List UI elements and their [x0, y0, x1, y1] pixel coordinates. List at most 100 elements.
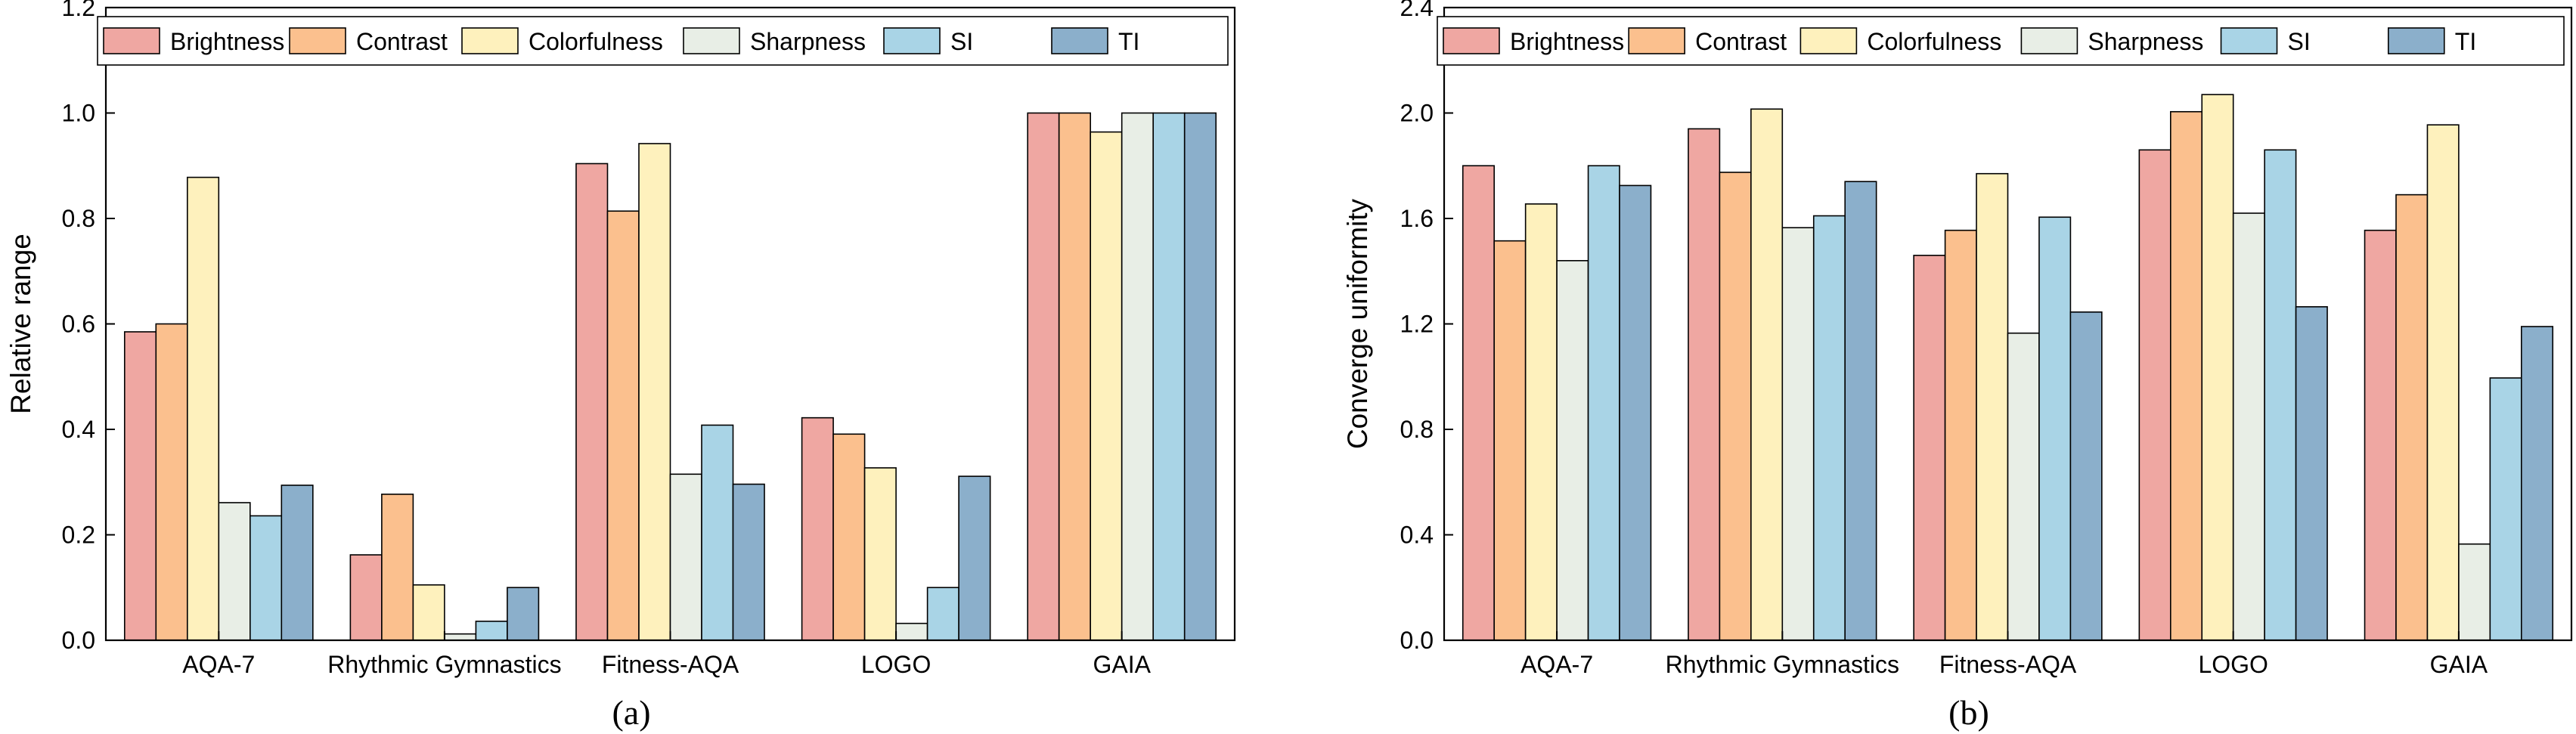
y-tick-label: 2.4 [1400, 0, 1434, 21]
y-tick-label: 1.2 [1400, 311, 1434, 338]
bar-si-4 [2489, 377, 2522, 641]
x-tick-label: LOGO [2198, 651, 2268, 678]
bar-contrast-0 [1493, 240, 1527, 641]
bar-contrast-4 [1058, 112, 1091, 641]
bar-brightness-4 [2364, 229, 2397, 641]
bar-sharpness-4 [2458, 543, 2491, 641]
legend: Brightness Contrast Colorfulness Sharpness S… [97, 16, 1229, 66]
y-tick-label: 0.4 [62, 416, 95, 443]
bar-colorfulness-3 [863, 467, 897, 641]
bar-sharpness-4 [1121, 112, 1155, 641]
bar-si-0 [1587, 165, 1620, 641]
bar-sharpness-3 [895, 622, 928, 641]
legend-swatch-colorfulness [461, 27, 519, 54]
legend-label-contrast: Contrast [356, 28, 448, 55]
x-tick-label: AQA-7 [1520, 651, 1593, 678]
x-tick-label: AQA-7 [182, 651, 255, 678]
bar-si-2 [701, 424, 734, 641]
legend-swatch-ti [1051, 27, 1108, 54]
legend-label-si: SI [2288, 28, 2311, 55]
bar-ti-0 [1619, 184, 1652, 641]
x-tick-label: Rhythmic Gymnastics [1666, 651, 1899, 678]
y-tick-label: 1.2 [62, 0, 95, 21]
legend-swatch-brightness [1443, 27, 1500, 54]
bar-colorfulness-1 [1750, 108, 1784, 641]
bar-brightness-4 [1027, 112, 1060, 641]
bar-ti-2 [732, 483, 765, 641]
legend-swatch-si [2220, 27, 2278, 54]
bar-sharpness-2 [2007, 332, 2040, 641]
bar-ti-0 [281, 485, 314, 641]
bar-colorfulness-2 [1976, 172, 2009, 641]
legend-box [97, 16, 1229, 66]
y-tick-label: 0.8 [1400, 416, 1434, 443]
legend-swatch-brightness [103, 27, 160, 54]
legend-swatch-ti [2387, 27, 2445, 54]
legend-box [1437, 16, 2565, 66]
bar-colorfulness-4 [1090, 131, 1123, 641]
bar-si-4 [1152, 112, 1186, 641]
chart-a-relative-range: 0.0 0.2 0.4 0.6 0.8 1.0 1.2 AQA-7 Rhythmic Gymna… [5, 0, 1236, 732]
bar-brightness-3 [2138, 149, 2171, 641]
legend-label-contrast: Contrast [1695, 28, 1787, 55]
y-tick-label: 0.4 [1400, 522, 1434, 549]
bar-si-3 [2264, 149, 2297, 641]
bar-sharpness-0 [218, 502, 251, 641]
bar-ti-1 [1844, 181, 1877, 641]
bar-ti-1 [507, 587, 540, 641]
x-tick-label: LOGO [861, 651, 931, 678]
x-tick-label: Fitness-AQA [602, 651, 739, 678]
legend-label-brightness: Brightness [1510, 28, 1624, 55]
bar-brightness-2 [1913, 255, 1946, 641]
bar-si-3 [926, 587, 959, 641]
bar-sharpness-3 [2232, 212, 2265, 641]
legend-swatch-contrast [1628, 27, 1685, 54]
bar-colorfulness-1 [412, 584, 445, 641]
y-tick-label: 1.0 [62, 100, 95, 127]
bar-brightness-0 [123, 331, 157, 641]
bar-colorfulness-0 [186, 176, 220, 641]
bar-colorfulness-2 [638, 143, 671, 641]
bar-brightness-0 [1462, 165, 1496, 641]
panel-label: (a) [612, 693, 650, 732]
bar-contrast-3 [832, 433, 866, 641]
bar-brightness-3 [801, 417, 834, 641]
legend-label-sharpness: Sharpness [750, 28, 866, 55]
x-tick-label: Fitness-AQA [1939, 651, 2077, 678]
legend-label-ti: TI [2455, 28, 2476, 55]
bar-sharpness-2 [669, 473, 702, 641]
legend-label-colorfulness: Colorfulness [529, 28, 663, 55]
y-tick-label: 0.8 [62, 205, 95, 232]
bar-ti-3 [2295, 306, 2328, 641]
bar-si-2 [2038, 216, 2072, 641]
bar-brightness-1 [349, 554, 383, 641]
bar-colorfulness-4 [2426, 124, 2460, 641]
y-tick-label: 1.6 [1400, 205, 1434, 232]
y-axis-label: Converge uniformity [1342, 198, 1373, 449]
legend: Brightness Contrast Colorfulness Sharpness S… [1437, 16, 2565, 66]
bar-si-1 [475, 621, 508, 641]
bar-contrast-1 [381, 493, 414, 641]
bar-ti-2 [2069, 311, 2103, 641]
bar-contrast-2 [1944, 229, 1977, 641]
bar-contrast-3 [2170, 110, 2203, 641]
y-axis-label: Relative range [5, 234, 36, 414]
bar-ti-3 [958, 475, 991, 641]
bar-contrast-2 [606, 210, 640, 641]
panel-label: (b) [1948, 693, 1989, 732]
y-tick-label: 0.0 [1400, 627, 1434, 654]
legend-swatch-colorfulness [1799, 27, 1858, 54]
legend-label-colorfulness: Colorfulness [1867, 28, 2001, 55]
y-tick-label: 0.6 [62, 311, 95, 338]
x-tick-label: GAIA [1093, 651, 1151, 678]
bar-sharpness-0 [1556, 259, 1589, 641]
y-tick-label: 0.2 [62, 522, 95, 549]
legend-swatch-sharpness [683, 27, 740, 54]
bar-ti-4 [1183, 112, 1217, 641]
bar-sharpness-1 [1781, 227, 1815, 641]
bar-contrast-1 [1719, 172, 1752, 641]
y-tick-label: 0.0 [62, 627, 95, 654]
legend-label-sharpness: Sharpness [2088, 28, 2203, 55]
bar-ti-4 [2521, 326, 2554, 641]
legend-swatch-sharpness [2020, 27, 2078, 54]
